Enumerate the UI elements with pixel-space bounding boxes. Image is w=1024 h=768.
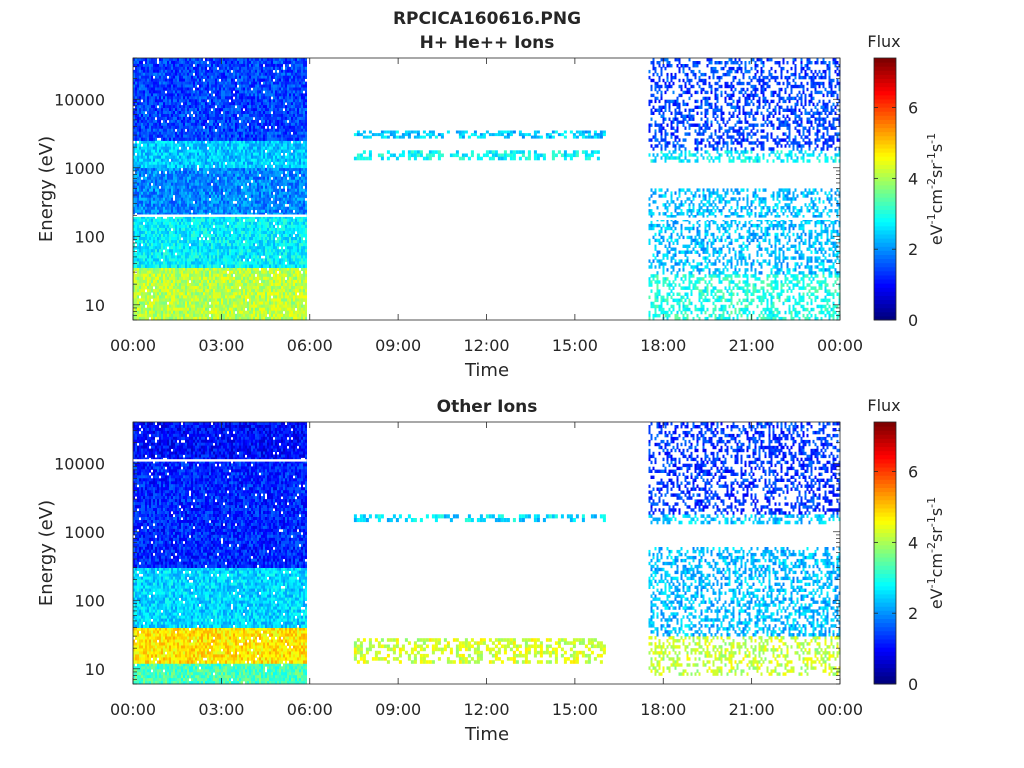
colorbar-tick-label: 2 <box>908 604 918 623</box>
colorbar-tick-label: 2 <box>908 240 918 259</box>
x-tick-label: 00:00 <box>110 700 156 719</box>
x-tick-label: 18:00 <box>640 700 686 719</box>
x-tick-label: 21:00 <box>729 336 775 355</box>
x-tick-label: 00:00 <box>817 700 863 719</box>
x-tick-label: 09:00 <box>375 700 421 719</box>
y-axis: 10 100 1000 10000 <box>54 57 840 321</box>
x-tick-label: 15:00 <box>552 336 598 355</box>
x-tick-label: 00:00 <box>110 336 156 355</box>
colorbar-tick-label: 4 <box>908 169 918 188</box>
y-tick-label: 10 <box>85 660 105 679</box>
y-tick-label: 10000 <box>54 454 105 473</box>
x-tick-label: 09:00 <box>375 336 421 355</box>
x-tick-label: 00:00 <box>817 336 863 355</box>
x-axis: 00:00 03:00 06:00 09:00 12:00 15:00 18:00 21:00… <box>110 422 863 719</box>
y-tick-label: 1000 <box>64 523 105 542</box>
y-tick-label: 1000 <box>64 159 105 178</box>
x-tick-label: 12:00 <box>463 700 509 719</box>
y-axis-label: Energy (eV) <box>36 136 57 242</box>
x-axis-label: Time <box>464 724 509 745</box>
panel-title: H+ He++ Ions <box>420 33 555 53</box>
x-tick-label: 06:00 <box>287 336 333 355</box>
colorbar-unit-label: eV-1cm-2sr-1s-1 <box>925 497 946 609</box>
spectrogram-heatmap <box>133 422 841 685</box>
y-axis: 10 100 1000 10000 <box>54 421 840 685</box>
colorbar-tick-label: 6 <box>908 463 918 482</box>
colorbar: 0 2 4 6 <box>873 57 918 330</box>
y-axis-label: Energy (eV) <box>36 500 57 606</box>
x-tick-label: 03:00 <box>198 336 244 355</box>
x-tick-label: 21:00 <box>729 700 775 719</box>
colorbar-tick-label: 4 <box>908 533 918 552</box>
y-tick-label: 10000 <box>54 90 105 109</box>
colorbar: 0 2 4 6 <box>873 421 918 694</box>
y-tick-label: 100 <box>74 227 105 246</box>
panel-other-ions: Other Ions 00:00 03:00 06:00 09:00 12:00 15:0… <box>36 396 946 745</box>
x-tick-label: 18:00 <box>640 336 686 355</box>
x-tick-label: 15:00 <box>552 700 598 719</box>
figure-title: RPCICA160616.PNG <box>393 9 581 29</box>
colorbar-title: Flux <box>867 32 900 51</box>
panel-h-he-ions: H+ He++ Ions 00:00 03:00 06:00 09:00 12:00 15… <box>36 32 946 381</box>
colorbar-unit-label: eV-1cm-2sr-1s-1 <box>925 133 946 245</box>
y-tick-label: 100 <box>74 591 105 610</box>
x-tick-label: 03:00 <box>198 700 244 719</box>
colorbar-tick-label: 0 <box>908 675 918 694</box>
x-tick-label: 06:00 <box>287 700 333 719</box>
colorbar-tick-label: 6 <box>908 99 918 118</box>
colorbar-title: Flux <box>867 396 900 415</box>
x-axis: 00:00 03:00 06:00 09:00 12:00 15:00 18:00 21:00… <box>110 58 863 355</box>
y-tick-label: 10 <box>85 296 105 315</box>
panel-title: Other Ions <box>437 397 538 417</box>
x-tick-label: 12:00 <box>463 336 509 355</box>
spectrogram-heatmap <box>133 58 841 321</box>
colorbar-tick-label: 0 <box>908 311 918 330</box>
x-axis-label: Time <box>464 360 509 381</box>
